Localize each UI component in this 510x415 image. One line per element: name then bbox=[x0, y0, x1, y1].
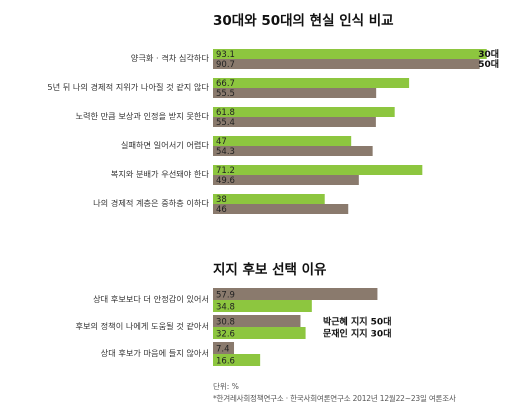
category-label: 양극화 · 격차 심각하다 bbox=[131, 53, 210, 63]
data-label: 61.8 bbox=[216, 108, 235, 118]
chart-title-reality-perception: 30대와 50대의 현실 인식 비교 bbox=[213, 13, 394, 29]
data-label: 46 bbox=[216, 205, 227, 215]
bar-30s bbox=[213, 194, 325, 204]
bar-50s bbox=[213, 88, 377, 98]
bar-30s bbox=[213, 78, 410, 88]
data-label: 32.6 bbox=[216, 330, 235, 340]
bar-30s bbox=[213, 107, 395, 117]
category-label: 후보의 정책이 나에게 도움될 것 같아서 bbox=[75, 321, 209, 331]
legend-label: 50대 bbox=[478, 58, 499, 70]
data-label: 55.4 bbox=[216, 118, 235, 128]
data-label: 7.4 bbox=[216, 345, 230, 355]
data-label: 54.3 bbox=[216, 147, 235, 157]
bar-50s bbox=[213, 204, 349, 214]
data-label: 38 bbox=[216, 195, 227, 205]
bar-park-50s bbox=[213, 342, 235, 354]
category-label: 복지와 분배가 우선돼야 한다 bbox=[111, 169, 210, 179]
bar-moon-30s bbox=[213, 354, 261, 366]
data-label: 16.6 bbox=[216, 357, 235, 367]
legend-label: 박근혜 지지 50대 bbox=[323, 316, 391, 328]
category-label: 상대 후보보다 더 안정감이 있어서 bbox=[93, 294, 209, 304]
bar-30s bbox=[213, 136, 352, 146]
data-label: 71.2 bbox=[216, 166, 235, 176]
legend-label: 30대 bbox=[478, 48, 499, 60]
bar-moon-30s bbox=[213, 300, 312, 312]
bar-park-50s bbox=[213, 315, 301, 327]
data-label: 90.7 bbox=[216, 60, 235, 70]
bar-moon-30s bbox=[213, 327, 306, 339]
category-label: 나의 경제적 계층은 중하층 이하다 bbox=[93, 198, 209, 208]
data-label: 49.6 bbox=[216, 176, 235, 186]
source-note: *한겨레사회정책연구소 · 한국사회여론연구소 2012년 12월22~23일 … bbox=[213, 394, 456, 403]
data-label: 66.7 bbox=[216, 79, 235, 89]
data-label: 47 bbox=[216, 137, 227, 147]
bar-30s bbox=[213, 49, 487, 59]
category-label: 5년 뒤 나의 경제적 지위가 나아질 것 같지 않다 bbox=[47, 82, 209, 92]
data-label: 57.9 bbox=[216, 291, 235, 301]
bar-30s bbox=[213, 165, 423, 175]
unit-note: 단위: % bbox=[213, 382, 239, 391]
data-label: 93.1 bbox=[216, 50, 235, 60]
bar-50s bbox=[213, 59, 480, 69]
category-label: 노력한 만큼 보상과 인정을 받지 못한다 bbox=[75, 111, 209, 121]
bar-park-50s bbox=[213, 288, 378, 300]
data-label: 34.8 bbox=[216, 303, 235, 313]
data-label: 55.5 bbox=[216, 89, 235, 99]
chart-title-candidate-reasons: 지지 후보 선택 이유 bbox=[213, 262, 327, 278]
category-label: 상대 후보가 마음에 들지 않아서 bbox=[101, 348, 209, 358]
category-label: 실패하면 일어서기 어렵다 bbox=[121, 140, 210, 150]
data-label: 30.8 bbox=[216, 318, 235, 328]
legend-label: 문재인 지지 30대 bbox=[323, 328, 391, 340]
bar-50s bbox=[213, 146, 373, 156]
bar-50s bbox=[213, 175, 359, 185]
bar-50s bbox=[213, 117, 376, 127]
